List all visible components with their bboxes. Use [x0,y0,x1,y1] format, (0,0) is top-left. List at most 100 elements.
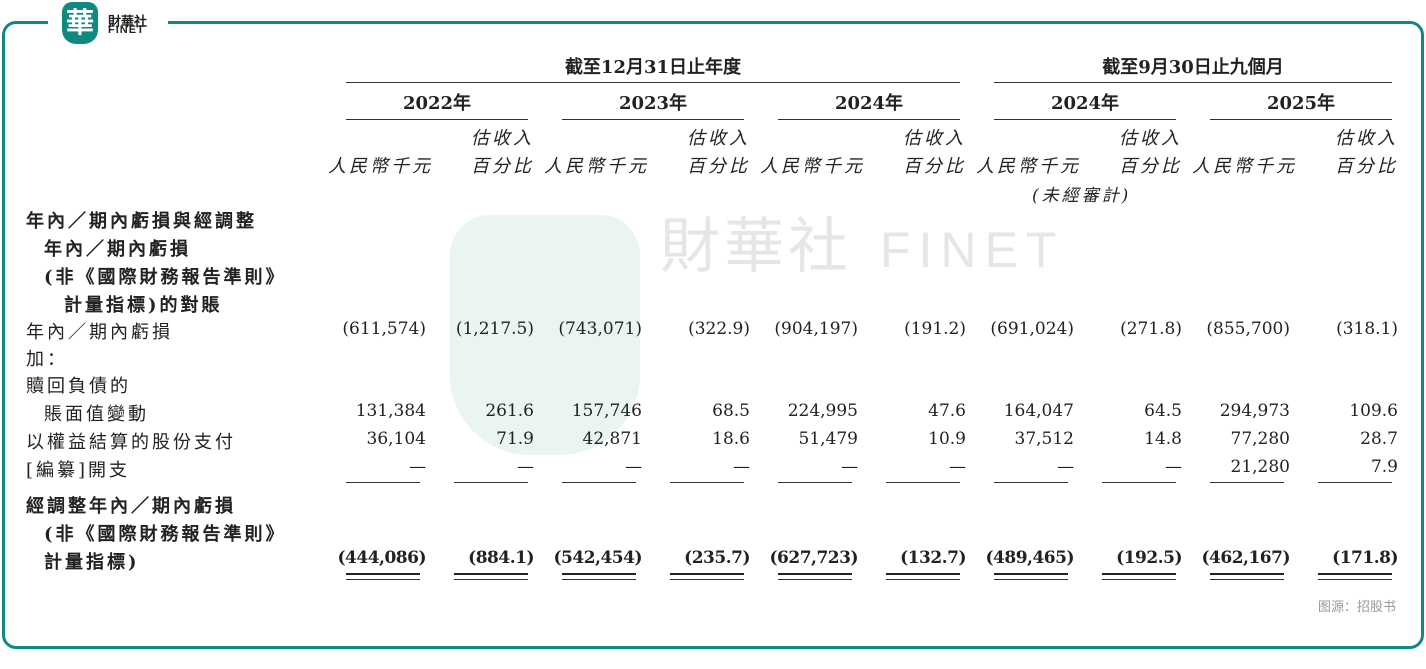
table-cell: — [1057,457,1074,477]
pct-header-line-1: 估收入 [903,128,966,149]
pct-header-line-2: 百分比 [903,156,966,177]
subtotal-rule [454,482,528,483]
double-rule [562,579,636,580]
divider [994,119,1176,120]
unit-header: 人民幣千元 [760,156,865,177]
brand-name-cn: 財華社 [108,15,148,30]
double-rule [1102,573,1176,575]
brand-name-en: FINET [108,24,145,36]
table-cell: 28.7 [1360,429,1398,449]
table-cell: 109.6 [1349,401,1398,421]
divider [562,119,744,120]
section-title-line-4: 計量指標)的對賬 [64,295,223,316]
subtotal-rule [1210,482,1284,483]
unit-header: 人民幣千元 [976,156,1081,177]
divider [994,82,1392,83]
total-cell: (462,167) [1201,548,1291,568]
unit-header: 人民幣千元 [328,156,433,177]
table-cell: 157,746 [571,401,642,421]
year-header: 2023年 [618,93,688,114]
table-cell: 164,047 [1003,401,1074,421]
table-cell: — [409,457,426,477]
table-cell: (691,024) [990,319,1074,339]
table-cell: 64.5 [1144,401,1182,421]
frame-border [2,21,1424,649]
row-label: 贖回負債的 [26,376,131,397]
total-cell: (444,086) [337,548,427,568]
double-rule [1210,579,1284,580]
total-cell: (884.1) [468,548,534,568]
section-title-line-2: 年內／期內虧損 [44,239,191,260]
table-cell: 224,995 [787,401,858,421]
subtotal-rule [886,482,960,483]
year-header: 2024年 [1050,93,1120,114]
divider [346,82,960,83]
total-cell: (235.7) [684,548,750,568]
watermark-cn: 財華社 [660,212,852,282]
table-cell: (743,071) [558,319,642,339]
unit-header: 人民幣千元 [544,156,649,177]
table-cell: 7.9 [1370,457,1398,477]
pct-header-line-2: 百分比 [687,156,750,177]
subtotal-rule [346,482,420,483]
table-cell: (1,217.5) [455,319,534,339]
year-header: 2022年 [402,93,472,114]
double-rule [1210,573,1284,575]
row-label: [編纂]開支 [26,460,131,481]
table-cell: 42,871 [582,429,642,449]
group-header-nine-months: 截至9月30日止九個月 [1102,57,1284,78]
double-rule [562,573,636,575]
table-cell: 37,512 [1014,429,1074,449]
subtotal-rule [778,482,852,483]
table-cell: 10.9 [928,429,966,449]
table-cell: 21,280 [1230,457,1290,477]
double-rule [346,579,420,580]
double-rule [886,573,960,575]
total-cell: (542,454) [553,548,643,568]
total-cell: (192.5) [1116,548,1182,568]
total-cell: (627,723) [769,548,859,568]
watermark-en: FINET [880,222,1065,278]
table-cell: 71.9 [496,429,534,449]
pct-header-line-2: 百分比 [1119,156,1182,177]
total-label-line-1: 經調整年內／期內虧損 [26,496,236,517]
row-label: 年內／期內虧損 [26,322,173,343]
double-rule [994,579,1068,580]
double-rule [778,579,852,580]
table-cell: (904,197) [774,319,858,339]
double-rule [1318,579,1392,580]
table-cell: — [1165,457,1182,477]
double-rule [670,573,744,575]
subtotal-rule [994,482,1068,483]
year-header: 2025年 [1266,93,1336,114]
table-cell: (322.9) [688,319,750,339]
double-rule [778,573,852,575]
watermark-logo [450,215,640,455]
total-label-line-3: 計量指標) [44,552,140,573]
divider [1210,119,1392,120]
table-cell: (318.1) [1336,319,1398,339]
divider [346,119,528,120]
finet-logo-icon: 華 [62,2,98,44]
double-rule [994,573,1068,575]
row-label: 加： [26,349,68,370]
subtotal-rule [1102,482,1176,483]
table-cell: — [841,457,858,477]
double-rule [454,573,528,575]
total-cell: (489,465) [985,548,1075,568]
table-cell: — [625,457,642,477]
row-label: 以權益結算的股份支付 [26,432,236,453]
pct-header-line-1: 估收入 [471,128,534,149]
double-rule [1102,579,1176,580]
pct-header-line-2: 百分比 [471,156,534,177]
table-cell: 261.6 [485,401,534,421]
table-cell: 47.6 [928,401,966,421]
table-cell: 77,280 [1230,429,1290,449]
divider [778,119,960,120]
double-rule [670,579,744,580]
pct-header-line-1: 估收入 [1119,128,1182,149]
table-cell: (855,700) [1206,319,1290,339]
table-cell: 51,479 [798,429,858,449]
total-cell: (171.8) [1332,548,1398,568]
